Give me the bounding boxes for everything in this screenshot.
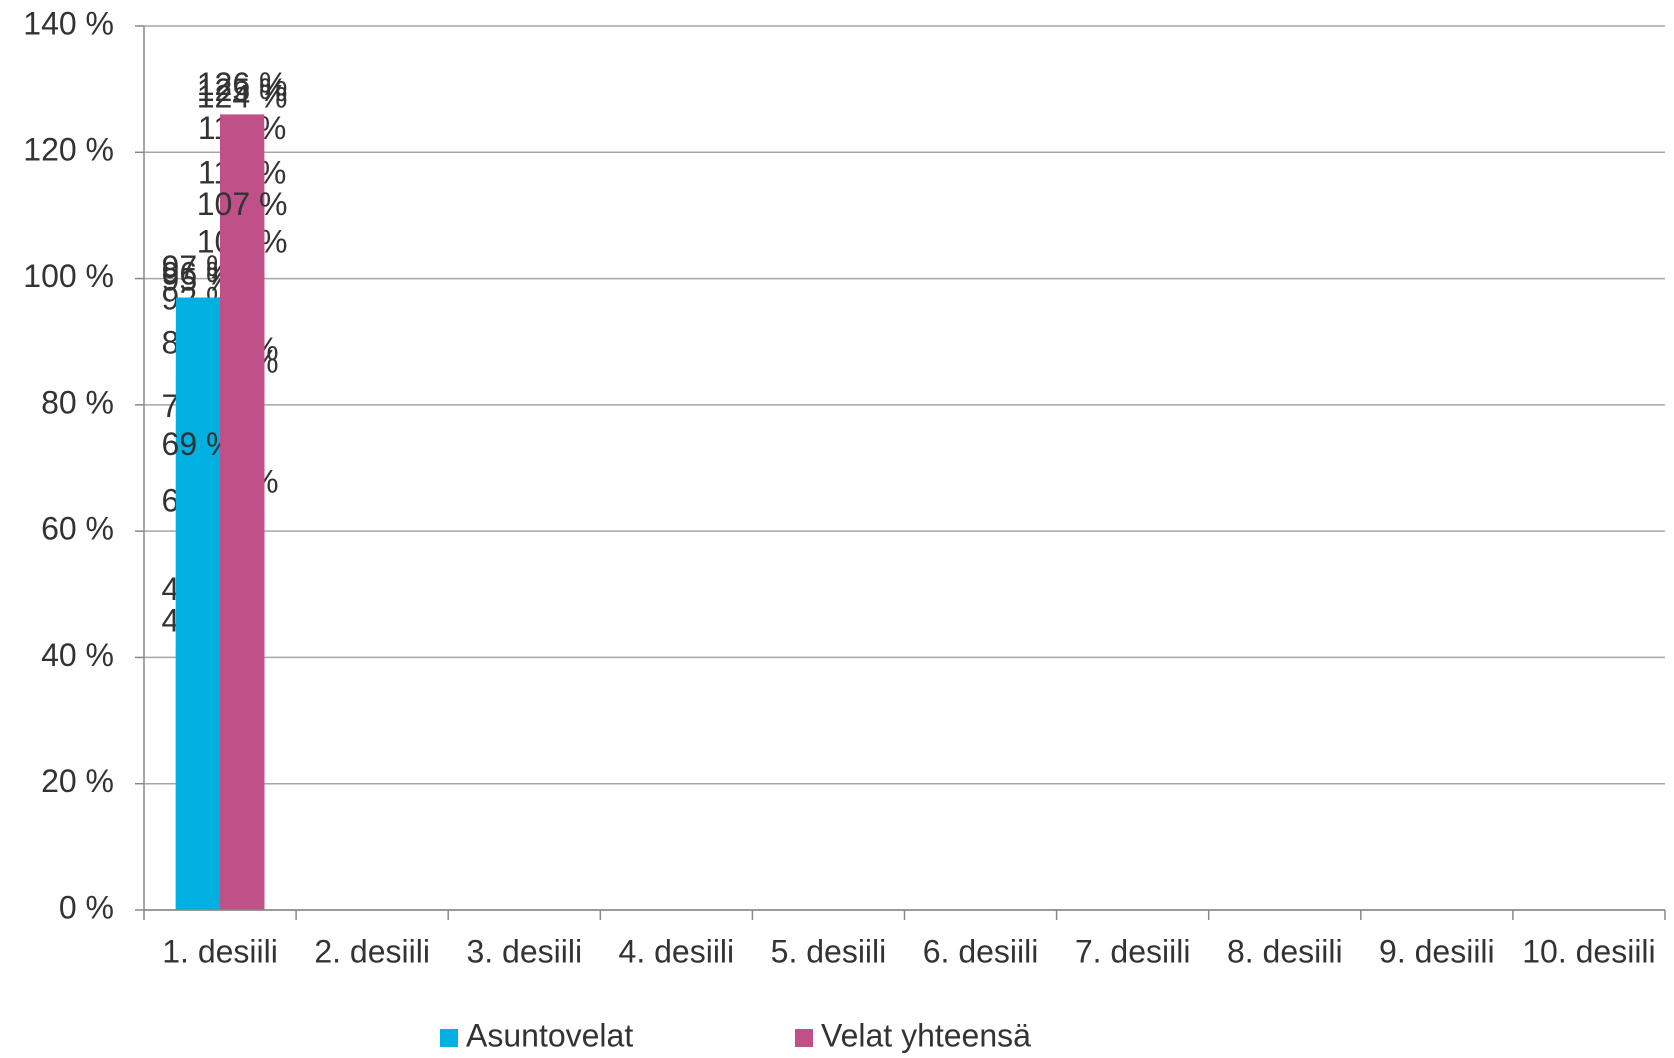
y-tick-label: 100 %	[23, 258, 114, 294]
x-tick-label: 9. desiili	[1379, 933, 1495, 969]
value-label: 107 %	[197, 186, 288, 222]
x-tick-label: 4. desiili	[619, 933, 735, 969]
legend-label: Asuntovelat	[466, 1017, 633, 1053]
value-label: 124 %	[197, 78, 288, 114]
y-tick-label: 140 %	[23, 5, 114, 41]
legend-swatch	[440, 1029, 458, 1047]
y-tick-label: 20 %	[41, 763, 114, 799]
value-label: 126 %	[197, 66, 288, 102]
bar	[220, 234, 265, 910]
x-tick-label: 1. desiili	[162, 933, 278, 969]
legend-swatch	[795, 1029, 813, 1047]
y-tick-label: 0 %	[59, 889, 114, 925]
x-tick-label: 3. desiili	[466, 933, 582, 969]
x-tick-label: 6. desiili	[923, 933, 1039, 969]
x-tick-label: 2. desiili	[314, 933, 430, 969]
y-tick-label: 40 %	[41, 637, 114, 673]
value-label: 125 %	[197, 72, 288, 108]
x-tick-label: 7. desiili	[1075, 933, 1191, 969]
legend-label: Velat yhteensä	[821, 1017, 1031, 1053]
x-tick-label: 10. desiili	[1522, 933, 1655, 969]
y-tick-label: 80 %	[41, 384, 114, 420]
x-tick-label: 5. desiili	[771, 933, 887, 969]
bar	[175, 474, 221, 910]
y-tick-label: 60 %	[41, 511, 114, 547]
y-tick-label: 120 %	[23, 132, 114, 168]
x-tick-label: 8. desiili	[1227, 933, 1343, 969]
